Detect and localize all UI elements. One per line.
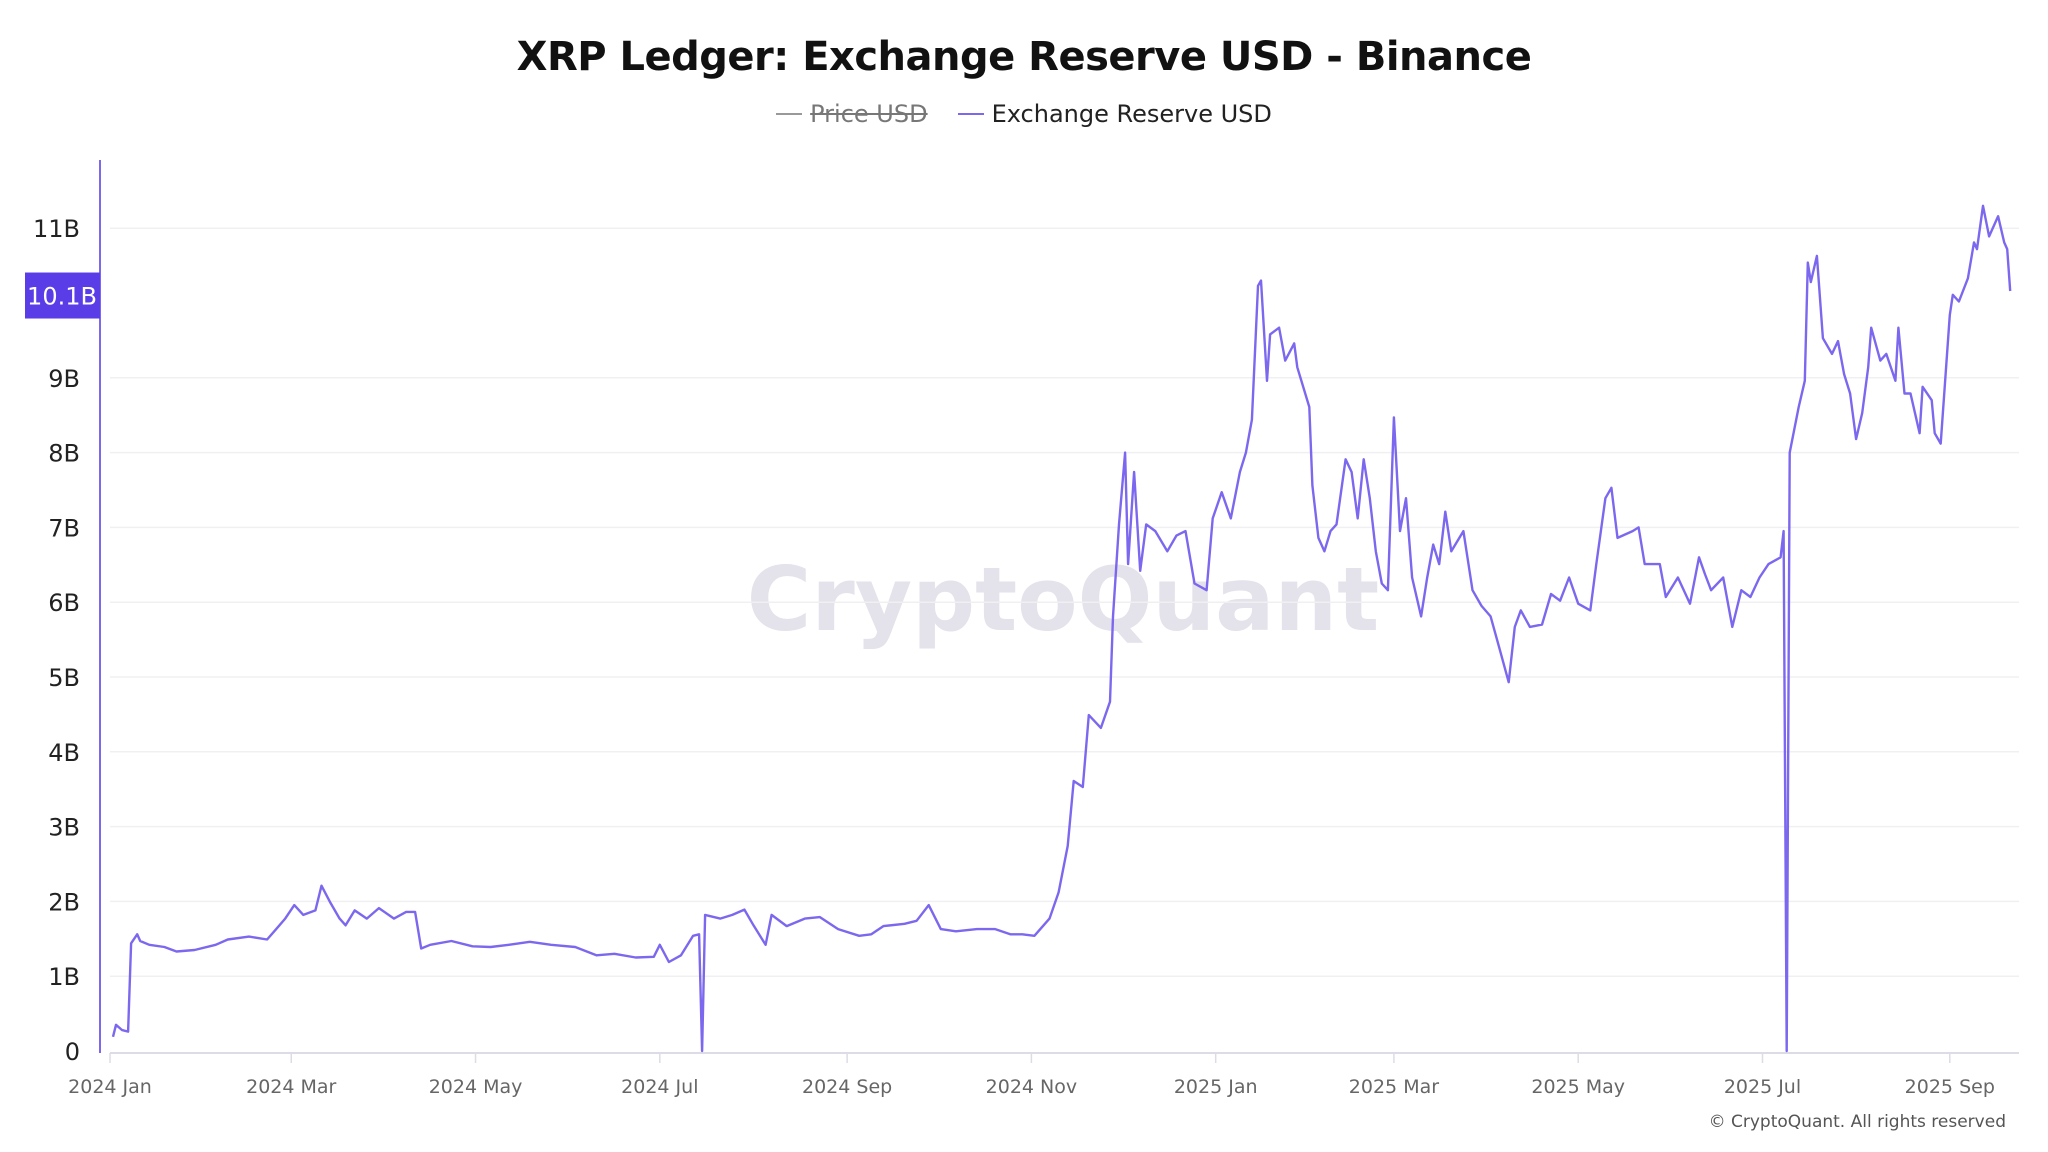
series-line-exchange-reserve bbox=[111, 204, 2012, 1053]
y-tick-label: 5B bbox=[48, 664, 80, 692]
legend-item-exchange-reserve[interactable]: Exchange Reserve USD bbox=[957, 100, 1272, 128]
x-tick-label: 2025 Jul bbox=[1724, 1076, 1801, 1098]
copyright: © CryptoQuant. All rights reserved bbox=[1708, 1112, 2006, 1132]
y-tick-label: 4B bbox=[48, 739, 80, 767]
gridlines bbox=[110, 227, 2019, 977]
x-tick-label: 2024 Sep bbox=[802, 1076, 892, 1098]
last-value-label: 10.1B bbox=[25, 272, 100, 319]
y-tick-label: 1B bbox=[48, 963, 80, 991]
last-value-label-bg bbox=[25, 272, 100, 319]
y-tick-label: 11B bbox=[33, 215, 80, 243]
y-tick-label: 2B bbox=[48, 888, 80, 916]
legend-label-reserve: Exchange Reserve USD bbox=[991, 100, 1272, 128]
legend-item-price-usd[interactable]: Price USD bbox=[776, 100, 928, 128]
legend-label-price: Price USD bbox=[810, 100, 928, 128]
x-tick-label: 2024 May bbox=[429, 1076, 523, 1098]
x-tick-label: 2025 Sep bbox=[1905, 1076, 1995, 1098]
legend-swatch-reserve bbox=[957, 113, 984, 115]
x-axis-ticks: 2024 Jan 2024 Mar 2024 May 2024 Jul 2024 Sep… bbox=[68, 1053, 1995, 1098]
y-tick-label: 6B bbox=[48, 589, 80, 617]
x-tick-label: 2024 Mar bbox=[246, 1076, 336, 1098]
x-tick-label: 2025 May bbox=[1531, 1076, 1625, 1098]
x-tick-label: 2025 Jan bbox=[1174, 1076, 1258, 1098]
y-axis-ticks: 0 1B 2B 3B 4B 5B 6B 7B 8B 9B 11B bbox=[33, 215, 80, 1066]
last-value-label-text: 10.1B bbox=[27, 283, 97, 311]
legend: Price USD Exchange Reserve USD bbox=[0, 100, 2048, 128]
y-tick-label: 8B bbox=[48, 440, 80, 468]
y-tick-label: 0 bbox=[65, 1038, 80, 1066]
x-tick-label: 2024 Jan bbox=[68, 1076, 152, 1098]
x-tick-label: 2024 Nov bbox=[986, 1076, 1077, 1098]
y-tick-label: 7B bbox=[48, 514, 80, 542]
watermark: CryptoQuant bbox=[747, 548, 1379, 651]
y-tick-label: 3B bbox=[48, 814, 80, 842]
chart-title: XRP Ledger: Exchange Reserve USD - Binan… bbox=[516, 34, 1532, 80]
legend-swatch-price bbox=[776, 113, 803, 115]
y-tick-label: 9B bbox=[48, 365, 80, 393]
x-tick-label: 2024 Jul bbox=[621, 1076, 698, 1098]
x-tick-label: 2025 Mar bbox=[1349, 1076, 1439, 1098]
